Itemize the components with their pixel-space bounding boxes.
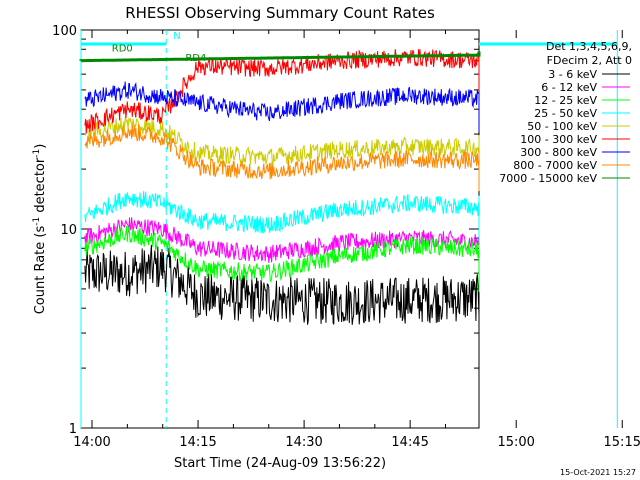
series-line [84, 124, 480, 192]
series-line [84, 225, 480, 293]
y-label-mid: detector [33, 157, 48, 217]
y-label-end: ) [33, 144, 48, 149]
legend-header-2: FDecim 2, Att 0 [547, 54, 632, 67]
y-label-main: Count Rate (s [33, 226, 48, 315]
legend-entry-label: 100 - 300 keV [520, 133, 597, 146]
chart-title: RHESSI Observing Summary Count Rates [125, 4, 435, 22]
legend-entry-label: 12 - 25 keV [534, 94, 597, 107]
legend-entry-label: 25 - 50 keV [534, 107, 597, 120]
legend-header-1: Det 1,3,4,5,6,9, [546, 40, 632, 53]
x-tick-label: 15:15 [604, 435, 640, 450]
legend-entry-label: 7000 - 15000 keV [499, 172, 597, 185]
legend-entry-label: 800 - 7000 keV [513, 159, 597, 172]
y-tick-labels: 1 10 100 [52, 24, 77, 437]
x-tick-label: 14:15 [179, 435, 216, 450]
plot-annotation: RD4 [185, 53, 206, 64]
render-timestamp: 15-Oct-2021 15:27 [560, 468, 636, 477]
series-line [79, 51, 481, 63]
x-axis-label: Start Time (24-Aug-09 13:56:22) [174, 456, 386, 471]
legend: Det 1,3,4,5,6,9, FDecim 2, Att 0 3 - 6 k… [499, 40, 632, 185]
series-line [84, 191, 480, 242]
y-label-sup1: -1 [32, 217, 42, 226]
plot-annotation: RD0 [112, 43, 133, 54]
series-line [84, 244, 480, 331]
annotations-group: RD0 RD4 N [112, 31, 207, 64]
plot-annotation: N [173, 31, 180, 42]
x-tick-label: 15:00 [497, 435, 534, 450]
series-line [84, 81, 480, 132]
legend-entry-label: 6 - 12 keV [541, 81, 597, 94]
y-tick-label: 10 [60, 223, 77, 238]
legend-entry-label: 300 - 800 keV [520, 146, 597, 159]
y-tick-label: 100 [52, 24, 77, 39]
legend-entry-label: 50 - 100 keV [527, 120, 597, 133]
x-tick-label: 14:45 [391, 435, 428, 450]
x-tick-label: 14:30 [285, 435, 322, 450]
y-tick-label: 1 [69, 422, 77, 437]
legend-entry-label: 3 - 6 keV [548, 68, 597, 81]
x-tick-label: 14:00 [73, 435, 110, 450]
series-line [84, 117, 480, 176]
series-line [84, 49, 480, 134]
series-group [79, 42, 618, 331]
y-axis-label: Count Rate (s-1 detector-1) [32, 144, 48, 315]
y-label-sup2: -1 [32, 149, 42, 158]
